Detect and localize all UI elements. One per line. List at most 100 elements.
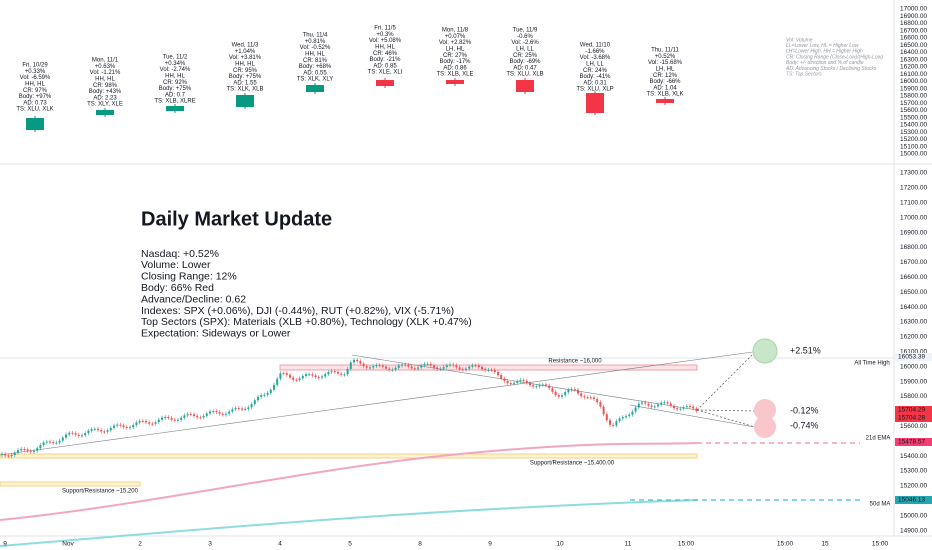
candle-body [561,395,563,397]
candle-body [20,448,23,451]
price-tick-label: 16600.00 [900,274,927,281]
candle-body [266,392,269,395]
candle-body [346,369,349,375]
level-label: All Time High [854,361,889,367]
candle-body [279,373,282,379]
candle-body [612,424,615,426]
annotation-text: +0.3% [376,32,394,38]
annotation-text: Body: -41% [579,74,611,80]
candle-body [445,365,448,368]
annotation-text: Tue, 11/2 [163,55,188,61]
candle-body [10,454,13,457]
legend-text: CR: Closing Range (Close-Low)/(High-Low) [786,54,883,60]
candles [1,357,698,459]
price-tick-label: 16800.00 [900,20,927,27]
candle-body [289,374,291,378]
candle-body [420,365,423,368]
candle-body [449,364,451,366]
candle-body [65,434,67,438]
time-tick-label: 15:00 [777,541,794,548]
price-tick-label: 16600.00 [900,35,927,42]
price-tick-label: 16100.00 [900,71,927,78]
annotation-text: Thu, 11/11 [651,48,679,54]
candle-body [138,420,141,423]
update-line: Advance/Decline: 0.62 [141,293,246,305]
price-label-box [895,414,932,422]
time-tick-label: 9 [488,541,492,548]
candle-body [423,363,426,366]
candle-body [513,382,515,384]
candle-body [516,381,519,383]
price-tick-label: 17000.00 [900,6,927,13]
day-candle [306,85,324,92]
candle-body [477,365,480,368]
candle-body [618,418,621,422]
candle-body [253,400,256,405]
candle-body [417,367,419,369]
annotation-text: Vol: +3.81% [229,55,262,61]
projection-circle [754,399,776,421]
candle-body [205,413,208,416]
projection-label: -0.74% [790,420,819,430]
candle-body [564,392,567,396]
candle-body [452,364,455,366]
price-tick-label: 16400.00 [900,49,927,56]
legend-text: AD: Advancing Stocks / Declining Stocks [785,66,877,72]
time-tick-label: 10 [556,541,564,548]
candle-body [151,423,154,425]
candle-body [26,449,29,451]
annotation-text: Vol: -1.21% [90,70,121,76]
candle-body [410,366,413,369]
candle-body [324,374,327,377]
candle-body [653,406,656,408]
candle-body [573,389,576,391]
annotation-text: LH, LL [586,61,604,67]
candle-body [570,389,573,391]
candle-body [429,363,432,366]
trend-line [351,354,698,411]
annotation-text: Wed, 11/3 [232,43,259,49]
annotation-text: CR: 97% [23,88,48,94]
annotation-text: CR: 24% [583,68,608,74]
price-tick-label: 15300.00 [900,468,927,475]
annotation-text: CR: 25% [513,53,538,59]
level-label: Resistance ~16,000 [548,359,602,365]
time-tick-label: 2 [138,541,142,548]
level-label: Support/Resistance ~15,400.00 [530,461,615,467]
candle-body [359,361,362,364]
candle-body [81,435,83,437]
annotation-text: Body: +75% [229,74,262,80]
annotation-text: Vol: +5.08% [369,38,402,44]
candle-body [580,393,583,397]
annotation-text: CR: 98% [93,83,118,89]
legend-text: Body: +/- direction and % of candle [786,60,864,66]
projection-label: +2.51% [790,345,821,355]
price-tick-label: 16400.00 [900,304,927,311]
candle-body [522,380,525,382]
annotation-text: -1.66% [585,49,605,55]
ema-line [0,442,698,521]
candle-body [129,427,131,429]
annotation-text: Body: +97% [19,94,52,100]
candle-body [225,413,227,415]
candle-body [689,406,691,408]
candle-body [401,364,403,366]
candle-body [644,402,647,404]
candle-body [532,385,535,387]
candle-body [231,409,234,412]
trend-line [0,350,761,456]
candle-body [116,424,119,426]
price-tick-label: 15000.00 [900,151,927,158]
candle-body [29,450,32,452]
candle-body [407,364,410,367]
candle-body [74,433,77,435]
candle-body [388,368,391,370]
annotation-text: AD: 2.23 [93,95,117,101]
candle-body [109,427,112,431]
price-tick-label: 17200.00 [900,185,927,192]
candle-body [145,420,147,423]
candle-body [487,369,490,371]
candle-body [567,389,570,393]
candle-body [77,434,80,436]
